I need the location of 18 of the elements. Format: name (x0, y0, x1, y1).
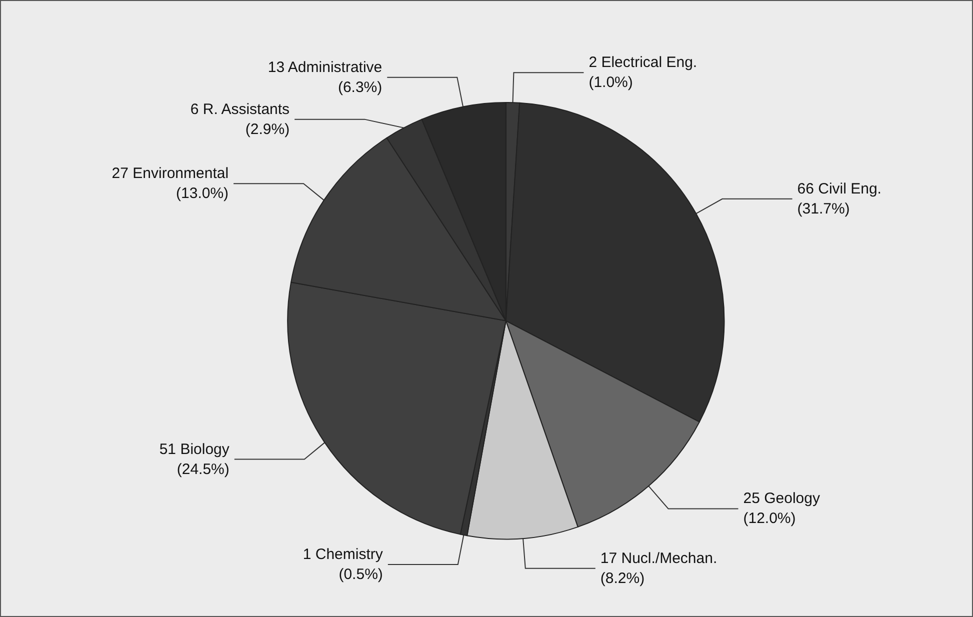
slice-label: 13 Administrative (268, 58, 382, 76)
data-label: (8.2%) (600, 570, 645, 587)
data-label: (1.0%) (588, 74, 633, 92)
data-label: (13.0%) (176, 185, 229, 202)
slice-label: 66 Civil Eng. (797, 180, 882, 198)
slice-label: 2 Electrical Eng. (588, 54, 698, 72)
slice-label: 1 Chemistry (302, 546, 384, 563)
data-label: (6.3%) (338, 78, 382, 96)
data-label: (2.9%) (245, 120, 290, 138)
slice-label: 51 Biology (159, 440, 230, 458)
slice-label: 25 Geology (743, 490, 820, 508)
slice-label: 17 Nucl./Mechan. (600, 550, 718, 567)
data-label: (12.0%) (743, 510, 796, 528)
data-label: (0.5%) (338, 566, 383, 583)
slice-label: 6 R. Assistants (190, 100, 290, 118)
data-label: (24.5%) (176, 460, 230, 478)
slice-label: 27 Environmental (112, 165, 229, 182)
data-label: (31.7%) (797, 200, 850, 218)
